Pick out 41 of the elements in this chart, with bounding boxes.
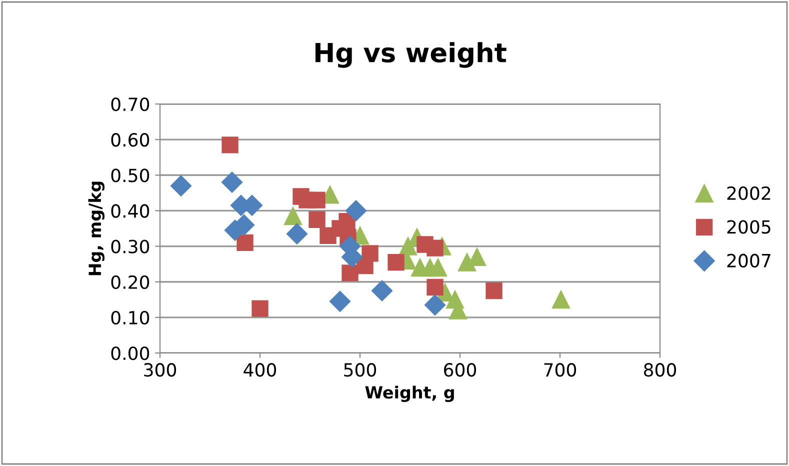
chart-title: Hg vs weight bbox=[315, 42, 506, 68]
point bbox=[252, 300, 268, 317]
point bbox=[428, 258, 448, 277]
x-tick-label: 500 bbox=[344, 363, 376, 377]
y-axis-title: Hg, mg/kg bbox=[88, 182, 105, 276]
point bbox=[342, 264, 358, 282]
x-tick-label: 700 bbox=[544, 363, 576, 377]
point bbox=[284, 207, 302, 226]
point bbox=[308, 211, 326, 228]
point bbox=[426, 278, 444, 296]
legend-label: 2002 bbox=[727, 186, 770, 200]
point bbox=[426, 240, 444, 256]
x-tick-label: 600 bbox=[444, 363, 476, 377]
x-axis-title: Weight, g bbox=[365, 386, 454, 402]
y-tick-label: 0.30 bbox=[111, 240, 150, 254]
y-tick-label: 0.00 bbox=[111, 346, 150, 360]
x-tick-label: 800 bbox=[644, 363, 676, 377]
legend-label: 2005 bbox=[727, 220, 770, 234]
point bbox=[222, 136, 238, 154]
x-tick-label: 400 bbox=[244, 363, 276, 377]
point bbox=[424, 294, 446, 316]
point bbox=[221, 172, 243, 193]
point bbox=[329, 290, 351, 312]
point bbox=[486, 282, 502, 300]
y-tick-label: 0.20 bbox=[111, 275, 150, 289]
y-tick-label: 0.50 bbox=[111, 168, 150, 182]
y-tick-label: 0.40 bbox=[111, 204, 150, 218]
point bbox=[286, 223, 308, 244]
point bbox=[362, 245, 378, 262]
point bbox=[236, 234, 254, 252]
y-tick-label: 0.70 bbox=[111, 97, 150, 112]
y-tick-label: 0.10 bbox=[111, 310, 150, 325]
point bbox=[371, 280, 393, 302]
point bbox=[345, 200, 367, 222]
point bbox=[552, 290, 570, 309]
y-tick-label: 0.60 bbox=[111, 133, 150, 147]
point bbox=[388, 254, 404, 271]
point bbox=[308, 192, 326, 208]
legend-label: 2007 bbox=[727, 254, 770, 268]
point bbox=[170, 175, 192, 196]
x-tick-label: 300 bbox=[144, 363, 176, 377]
